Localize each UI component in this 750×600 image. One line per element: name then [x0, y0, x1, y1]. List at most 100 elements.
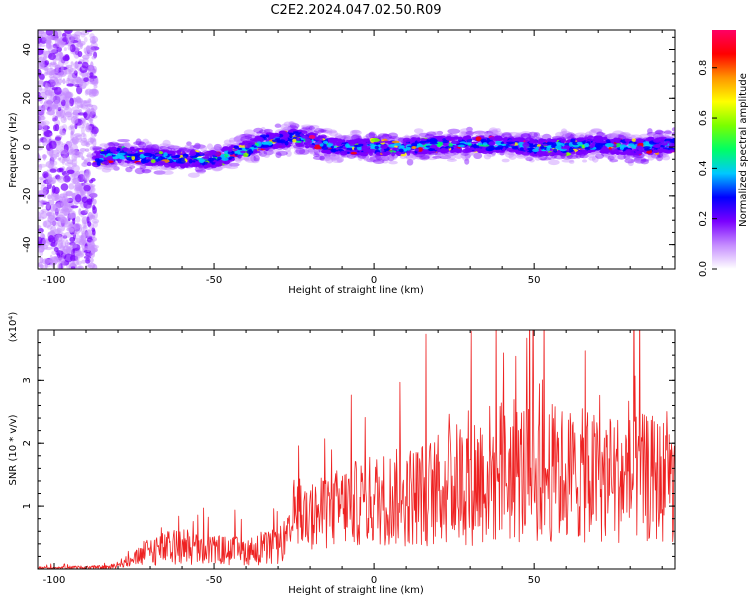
heatmap-cell: [70, 125, 75, 135]
heatmap-cell: [93, 51, 98, 59]
heatmap-cell: [129, 165, 136, 169]
heatmap-cell: [63, 106, 73, 116]
heatmap-cell: [618, 155, 630, 159]
heatmap-cell: [64, 248, 69, 253]
heatmap-cell: [425, 131, 434, 136]
heatmap-cell: [488, 141, 496, 146]
heatmap-cell: [39, 177, 47, 187]
heatmap-cell: [658, 142, 668, 146]
heatmap-cell: [60, 99, 66, 107]
heatmap-cell: [92, 146, 103, 151]
heatmap-cell: [135, 138, 142, 146]
heatmap-cell: [392, 147, 398, 151]
heatmap-cell: [64, 91, 74, 99]
heatmap-cell: [56, 39, 66, 48]
snr-frame: [37, 329, 676, 570]
heatmap-cell: [158, 166, 168, 171]
heatmap-cell: [317, 152, 331, 158]
heatmap-cell: [89, 192, 98, 199]
heatmap-cell: [71, 136, 80, 145]
heatmap-cell: [365, 138, 370, 142]
heatmap-cell: [346, 154, 357, 159]
heatmap-cell: [410, 152, 421, 159]
heatmap-cell: [66, 247, 74, 256]
heatmap-cell: [78, 208, 82, 216]
heatmap-cell: [38, 243, 45, 253]
heatmap-cell: [372, 158, 385, 164]
heatmap-cell: [190, 149, 196, 155]
heatmap-cell: [495, 149, 500, 153]
heatmap-cell: [403, 154, 414, 159]
heatmap-cell: [48, 52, 56, 61]
heatmap-cell: [653, 139, 661, 143]
heatmap-cell: [489, 130, 503, 137]
heatmap-cell: [538, 138, 547, 142]
heatmap-cell: [520, 132, 531, 139]
heatmap-cell: [71, 115, 79, 125]
heatmap-cell: [237, 136, 249, 140]
heatmap-cell: [44, 89, 53, 96]
colorbar-tick-label: 0.8: [698, 60, 709, 76]
heatmap-cell: [413, 128, 424, 134]
heatmap-cell: [53, 246, 59, 253]
heatmap-cell: [365, 132, 378, 140]
heatmap-cell: [46, 212, 51, 217]
heatmap-cell: [380, 144, 388, 150]
heatmap-cell: [65, 92, 73, 98]
heatmap-cell: [57, 262, 61, 269]
heatmap-cell: [568, 147, 574, 153]
heatmap-cell: [78, 137, 83, 143]
heatmap-cell: [341, 139, 346, 143]
heatmap-cell: [161, 170, 174, 175]
heatmap-cell: [38, 78, 44, 88]
heatmap-cell: [51, 149, 60, 155]
heatmap-cell: [68, 125, 72, 131]
heatmap-cell: [416, 153, 423, 159]
heatmap-cell: [295, 146, 301, 151]
heatmap-cell: [62, 96, 68, 101]
heatmap-cell: [363, 157, 371, 162]
heatmap-cell: [69, 213, 76, 219]
heatmap-cell: [280, 123, 290, 131]
heatmap-cell: [591, 155, 599, 163]
heatmap-cell: [46, 110, 56, 116]
heatmap-cell: [45, 160, 55, 169]
heatmap-cell: [319, 155, 325, 161]
snr-y-label: SNR (10 * v/v): [8, 414, 19, 485]
heatmap-cell: [322, 140, 328, 144]
heatmap-cell: [584, 136, 588, 141]
heatmap-cell: [46, 67, 56, 76]
heatmap-cell: [222, 146, 230, 151]
heatmap-cell: [61, 158, 65, 165]
heatmap-cell: [548, 159, 560, 166]
heatmap-cell: [575, 137, 585, 142]
heatmap-cell: [501, 158, 510, 163]
heatmap-cell: [94, 146, 104, 151]
heatmap-cell: [411, 137, 415, 142]
heatmap-cell: [38, 107, 46, 115]
heatmap-cell: [427, 156, 437, 161]
heatmap-cell: [91, 185, 95, 193]
heatmap-cell: [69, 236, 76, 243]
heatmap-cell: [298, 149, 310, 155]
heatmap-cell: [569, 160, 575, 164]
heatmap-cell: [374, 145, 379, 150]
heatmap-cell: [184, 144, 192, 150]
heatmap-cell: [60, 183, 69, 191]
heatmap-cell: [91, 218, 100, 224]
heatmap-cell: [38, 138, 42, 143]
colorbar-tick-label: 0.6: [698, 110, 709, 126]
heatmap-cell: [657, 154, 664, 159]
heatmap-cell: [38, 36, 42, 44]
heatmap-cell: [223, 139, 232, 145]
heatmap-cell: [38, 30, 43, 37]
heatmap-cell: [330, 156, 338, 161]
heatmap-cell: [301, 124, 314, 128]
x-tick-label: 50: [528, 275, 541, 286]
heatmap-cell: [57, 157, 62, 161]
heatmap-cell: [385, 150, 391, 156]
heatmap-cell: [49, 148, 54, 158]
heatmap-cell: [429, 142, 439, 145]
heatmap-cell: [529, 158, 535, 163]
heatmap-cell: [133, 141, 145, 146]
